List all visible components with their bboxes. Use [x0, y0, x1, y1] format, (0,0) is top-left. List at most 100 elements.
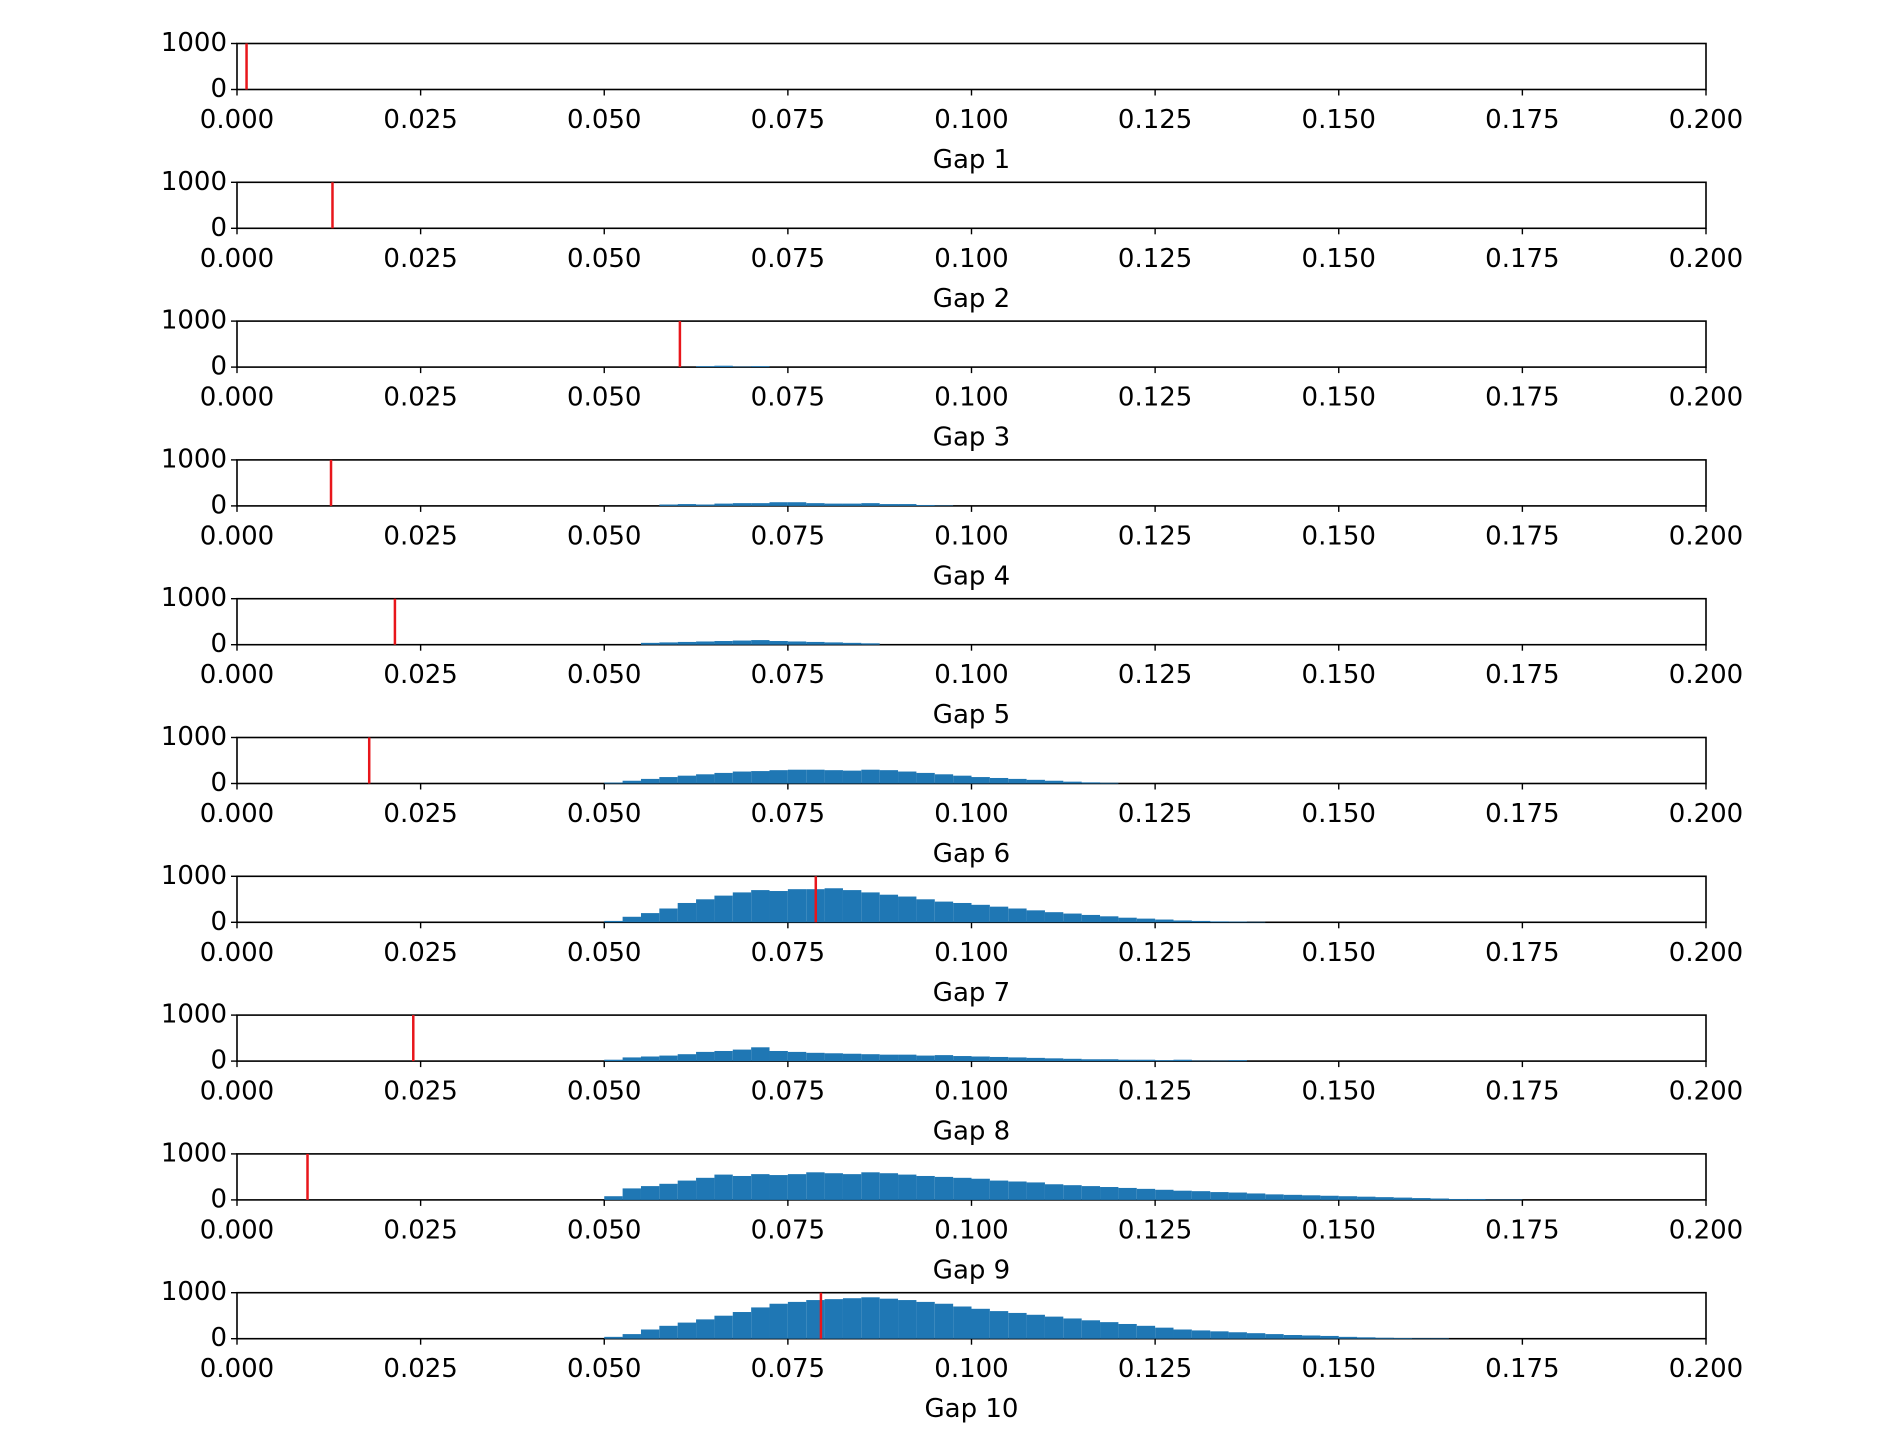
bar	[677, 504, 697, 506]
bar	[751, 771, 770, 784]
x-tick-label: 0.100	[934, 383, 1008, 413]
x-tick-label: 0.000	[200, 1354, 274, 1384]
bar	[732, 1175, 752, 1200]
x-tick-label: 0.100	[934, 521, 1008, 551]
x-tick-label: 0.000	[200, 799, 274, 829]
bar	[934, 1055, 954, 1062]
bar	[898, 896, 917, 923]
bar	[879, 1298, 899, 1339]
x-tick-label: 0.025	[383, 105, 457, 135]
bar	[769, 641, 788, 645]
bar	[1081, 1186, 1101, 1200]
bar	[1081, 782, 1101, 784]
bar	[1063, 1185, 1082, 1200]
bar	[1246, 1193, 1266, 1200]
bar	[1118, 1187, 1137, 1200]
y-tick-label: 1000	[161, 1277, 227, 1307]
histogram	[604, 888, 1266, 923]
x-tick-label: 0.150	[1302, 660, 1376, 690]
histogram	[604, 1297, 1449, 1339]
x-tick-label: 0.200	[1669, 660, 1743, 690]
bar	[640, 1056, 660, 1062]
x-tick-label: 0.050	[567, 1077, 641, 1107]
x-axis-label: Gap 4	[933, 561, 1010, 591]
bar	[787, 1301, 807, 1339]
x-tick-label: 0.175	[1485, 799, 1559, 829]
bar	[971, 1308, 990, 1339]
bar	[1136, 1325, 1156, 1339]
bar	[696, 1051, 715, 1062]
bar	[622, 780, 641, 784]
bar	[1063, 781, 1082, 784]
x-tick-label: 0.150	[1302, 244, 1376, 274]
x-tick-label: 0.150	[1302, 105, 1376, 135]
bar	[953, 1177, 972, 1200]
x-tick-label: 0.075	[751, 521, 825, 551]
bar	[714, 641, 733, 645]
x-tick-label: 0.050	[567, 1215, 641, 1245]
bar	[714, 895, 733, 923]
x-tick-label: 0.200	[1669, 799, 1743, 829]
x-tick-label: 0.200	[1669, 938, 1743, 968]
subplot: 0.000 0.025 0.050 0.075 0.100 0.125 0.150 0.175…	[161, 583, 1743, 730]
axes-frame	[236, 42, 1707, 91]
subplot: 0.000 0.025 0.050 0.075 0.100 0.125 0.150 0.175…	[161, 1000, 1743, 1147]
x-tick-label: 0.125	[1118, 244, 1192, 274]
bar	[1191, 1330, 1211, 1339]
x-tick-label: 0.075	[751, 244, 825, 274]
x-tick-label: 0.175	[1485, 105, 1559, 135]
axes-frame	[236, 320, 1707, 368]
x-tick-label: 0.050	[567, 244, 641, 274]
bar	[604, 782, 623, 784]
bar	[1026, 910, 1045, 923]
x-tick-label: 0.175	[1485, 1077, 1559, 1107]
bar	[1044, 1058, 1064, 1062]
histogram	[604, 769, 1119, 784]
bar	[989, 1056, 1009, 1062]
y-tick-label: 0	[210, 74, 227, 104]
y-tick-label: 0	[210, 490, 227, 520]
bar	[971, 1056, 990, 1062]
x-tick-label: 0.025	[383, 660, 457, 690]
x-tick-label: 0.125	[1118, 383, 1192, 413]
x-tick-label: 0.100	[934, 799, 1008, 829]
x-tick-label: 0.000	[200, 938, 274, 968]
x-tick-label: 0.000	[200, 1077, 274, 1107]
x-tick-label: 0.200	[1669, 1354, 1743, 1384]
bar	[861, 1297, 880, 1339]
bar	[1173, 920, 1192, 923]
bar	[861, 1172, 880, 1200]
y-tick-label: 1000	[161, 583, 227, 613]
bar	[787, 502, 807, 506]
bar	[1393, 1338, 1413, 1339]
bar	[1191, 1191, 1211, 1200]
x-tick-label: 0.175	[1485, 660, 1559, 690]
x-tick-label: 0.125	[1118, 1077, 1192, 1107]
y-tick-label: 0	[210, 907, 227, 937]
bar	[714, 365, 733, 368]
bar	[824, 1053, 843, 1062]
bar	[898, 504, 917, 506]
bar	[953, 902, 972, 923]
axes-frame	[236, 597, 1707, 646]
bar	[751, 503, 770, 506]
x-tick-label: 0.125	[1118, 660, 1192, 690]
bar	[1338, 1336, 1358, 1339]
y-tick-label: 1000	[161, 1000, 227, 1030]
y-tick-label: 1000	[161, 1138, 227, 1168]
bar	[842, 503, 862, 506]
subplot: 0.000 0.025 0.050 0.075 0.100 0.125 0.150 0.175…	[161, 167, 1743, 314]
bar	[732, 1049, 752, 1062]
bar	[953, 1306, 972, 1339]
bar	[732, 1312, 752, 1339]
bar	[1044, 912, 1064, 923]
bar	[861, 1054, 880, 1062]
bar	[953, 1056, 972, 1062]
y-tick-label: 0	[210, 1184, 227, 1214]
x-tick-label: 0.175	[1485, 1354, 1559, 1384]
x-tick-label: 0.075	[751, 383, 825, 413]
bar	[1026, 1182, 1045, 1200]
subplot: 0.000 0.025 0.050 0.075 0.100 0.125 0.150 0.175…	[161, 28, 1743, 175]
bar	[769, 1050, 788, 1062]
